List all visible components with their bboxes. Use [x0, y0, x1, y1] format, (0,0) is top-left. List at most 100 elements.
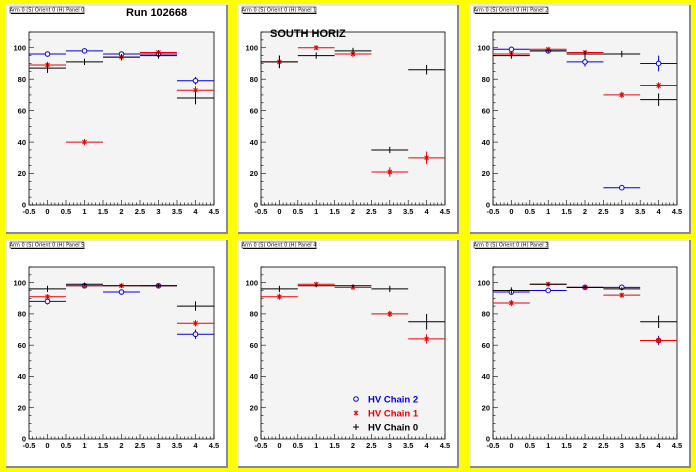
- x-tick-label: 3: [620, 207, 624, 216]
- x-tick-label: 0: [45, 441, 49, 450]
- panel-title-box: Arm 0 (S) Orient 0 (H) Panel 3: [474, 241, 549, 249]
- panel-bevel-light: [469, 4, 690, 233]
- y-tick-label: 100: [13, 43, 26, 52]
- panel-title: Arm 0 (S) Orient 0 (H) Panel 4: [242, 243, 317, 249]
- panel-bevel-dark: [470, 240, 691, 468]
- y-tick-label: 80: [250, 75, 258, 84]
- x-tick-label: 4: [425, 441, 430, 450]
- star-marker: [193, 320, 198, 326]
- data-point-chain0: [103, 284, 140, 288]
- plot-frame: [28, 266, 215, 440]
- star-marker: [424, 336, 429, 342]
- star-marker: [45, 294, 50, 300]
- y-tick-label: 40: [250, 372, 258, 381]
- x-tick-label: 1.5: [98, 441, 108, 450]
- series-chain0: [493, 49, 677, 106]
- star-marker: [387, 169, 393, 175]
- y-tick-label: 0: [254, 435, 258, 444]
- data-point-chain0: [529, 49, 567, 53]
- x-tick-label: 3.5: [635, 441, 645, 450]
- y-tick-label: 60: [18, 106, 26, 115]
- x-tick-label: 1: [546, 441, 550, 450]
- data-point-chain1: [493, 299, 530, 307]
- x-tick-label: 3.5: [172, 207, 182, 216]
- x-tick-label: 0: [277, 207, 281, 216]
- data-point-chain0: [408, 65, 445, 75]
- y-tick-label: 100: [245, 278, 258, 287]
- data-point-chain1: [640, 337, 677, 344]
- y-tick-label: 20: [482, 403, 490, 412]
- x-tick-label: 2: [119, 207, 123, 216]
- data-point-chain1: [29, 294, 66, 300]
- y-tick-label: 100: [477, 278, 490, 287]
- circle-marker: [81, 48, 88, 54]
- y-tick-label: 20: [482, 169, 490, 178]
- panel-title-box: Arm 0 (S) Orient 0 (H) Panel 2: [474, 6, 549, 14]
- data-point-chain2: [66, 48, 103, 54]
- data-point-chain1: [177, 320, 214, 327]
- x-tick-label: -0.5: [255, 441, 268, 450]
- x-tick-label: 4: [657, 441, 662, 450]
- y-tick-label: 80: [250, 310, 258, 319]
- x-tick-label: 3: [620, 441, 624, 450]
- x-tick-label: 1.5: [329, 441, 339, 450]
- data-point-chain1: [640, 82, 677, 89]
- panel-bevel-dark: [6, 240, 228, 468]
- star-marker: [509, 300, 514, 306]
- x-tick-label: 0.5: [61, 441, 71, 450]
- data-point-chain1: [603, 292, 641, 298]
- star-marker: [387, 311, 393, 317]
- x-tick-label: 1: [82, 207, 86, 216]
- chart-panel-3: Arm 0 (S) Orient 0 (H) Panel 5-0.5 0 0.5 1 1…: [5, 239, 228, 468]
- x-tick-label: 0.5: [61, 207, 71, 216]
- data-point-chain0: [640, 93, 677, 106]
- y-tick-label: 80: [18, 310, 26, 319]
- y-tick-label: 0: [486, 435, 490, 444]
- data-point-chain2: [177, 329, 214, 339]
- chart-panel-4: Arm 0 (S) Orient 0 (H) Panel 4-0.5 0 0.5 1 1…: [237, 239, 459, 468]
- y-tick-label: 40: [482, 138, 490, 147]
- chart-panel-1: Arm 0 (S) Orient 0 (H) Panel 1-0.5 0 0.5 1 1…: [237, 4, 459, 234]
- star-marker: [619, 92, 625, 98]
- data-point-chain0: [408, 313, 445, 330]
- y-tick-label: 80: [18, 75, 26, 84]
- x-tick-label: 1: [546, 207, 550, 216]
- data-point-chain0: [371, 285, 409, 293]
- legend-plus-icon: [353, 424, 359, 430]
- data-point-chain0: [297, 284, 335, 288]
- data-point-chain0: [493, 52, 530, 59]
- x-tick-label: 2: [583, 207, 587, 216]
- x-tick-label: 2: [351, 441, 355, 450]
- x-tick-label: 1.5: [98, 207, 108, 216]
- data-point-chain1: [408, 334, 445, 344]
- data-point-chain0: [66, 58, 103, 66]
- x-tick-label: 2.5: [135, 441, 145, 450]
- circle-marker: [619, 184, 625, 191]
- y-tick-label: 0: [22, 435, 26, 444]
- y-tick-label: 100: [13, 278, 26, 287]
- x-tick-label: 0: [277, 441, 281, 450]
- x-tick-label: 4: [193, 207, 198, 216]
- panel-bevel-dark: [470, 5, 691, 234]
- y-tick-label: 0: [486, 201, 490, 210]
- data-point-chain1: [297, 45, 335, 51]
- x-tick-label: 4: [657, 207, 662, 216]
- y-tick-label: 0: [22, 201, 26, 210]
- data-point-chain0: [140, 284, 177, 288]
- x-tick-label: 2: [119, 441, 123, 450]
- x-tick-label: 3.5: [403, 441, 413, 450]
- data-point-chain1: [371, 167, 409, 177]
- x-tick-label: 0: [509, 441, 513, 450]
- x-tick-label: 2.5: [366, 441, 376, 450]
- y-tick-label: 20: [250, 169, 258, 178]
- panel-bevel-dark: [6, 5, 228, 234]
- x-tick-label: 3.5: [172, 441, 182, 450]
- data-point-chain0: [261, 55, 298, 69]
- data-point-chain2: [566, 57, 604, 67]
- x-tick-label: 0.5: [293, 441, 303, 450]
- y-tick-label: 40: [250, 138, 258, 147]
- y-tick-label: 20: [250, 403, 258, 412]
- x-tick-label: -0.5: [255, 207, 268, 216]
- x-tick-label: 1.5: [329, 207, 339, 216]
